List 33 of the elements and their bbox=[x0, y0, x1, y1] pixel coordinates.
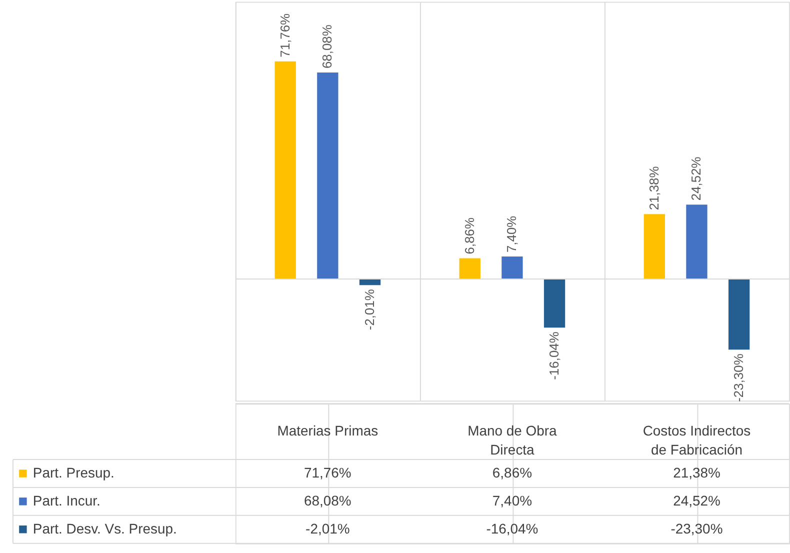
bar bbox=[728, 278, 750, 350]
x-tick-label: Costos Indirectos de Fabricación bbox=[642, 422, 751, 458]
bar bbox=[317, 72, 338, 279]
data-label: 24,52% bbox=[673, 492, 720, 508]
text: -16,04% bbox=[546, 332, 562, 380]
bar bbox=[274, 61, 296, 279]
text: 68,08% bbox=[320, 24, 335, 69]
data-label: -16,04% bbox=[486, 520, 538, 536]
data-label: 68,08% bbox=[304, 492, 352, 508]
bar bbox=[502, 256, 523, 279]
text: -23,30% bbox=[731, 354, 746, 402]
bar bbox=[644, 214, 665, 279]
bar bbox=[359, 278, 381, 286]
text: 21,38% bbox=[646, 166, 662, 210]
text: 6,86% bbox=[462, 217, 477, 254]
text: -2,01% bbox=[362, 289, 377, 330]
bar bbox=[544, 278, 566, 328]
bar bbox=[459, 258, 480, 279]
data-label: -2,01% bbox=[306, 520, 350, 536]
legend-label: Part. Desv. Vs. Presup. bbox=[32, 520, 177, 536]
text: 71,76% bbox=[277, 13, 292, 58]
data-label: 71,76% bbox=[304, 464, 352, 480]
data-label: 7,40% bbox=[492, 492, 532, 508]
data-label: 6,86% bbox=[492, 464, 532, 480]
text: 24,52% bbox=[688, 156, 704, 201]
legend-label: Part. Incur. bbox=[32, 492, 100, 508]
legend-label: Part. Presup. bbox=[32, 464, 114, 480]
bar bbox=[686, 204, 708, 279]
data-label: 21,38% bbox=[673, 464, 720, 480]
data-label: -23,30% bbox=[670, 520, 723, 536]
text: 7,40% bbox=[504, 216, 520, 253]
x-tick-label: Materias Primas bbox=[277, 422, 378, 439]
x-tick-label: Mano de Obra Directa bbox=[468, 422, 558, 458]
